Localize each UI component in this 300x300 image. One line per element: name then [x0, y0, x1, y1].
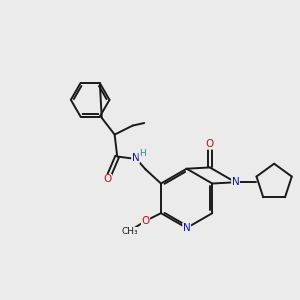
Text: O: O — [206, 139, 214, 149]
Text: N: N — [183, 223, 190, 233]
Text: H: H — [139, 148, 146, 158]
Text: O: O — [141, 216, 150, 226]
Text: N: N — [132, 153, 140, 163]
Text: N: N — [232, 177, 239, 187]
Text: O: O — [103, 175, 112, 184]
Text: CH₃: CH₃ — [121, 227, 138, 236]
